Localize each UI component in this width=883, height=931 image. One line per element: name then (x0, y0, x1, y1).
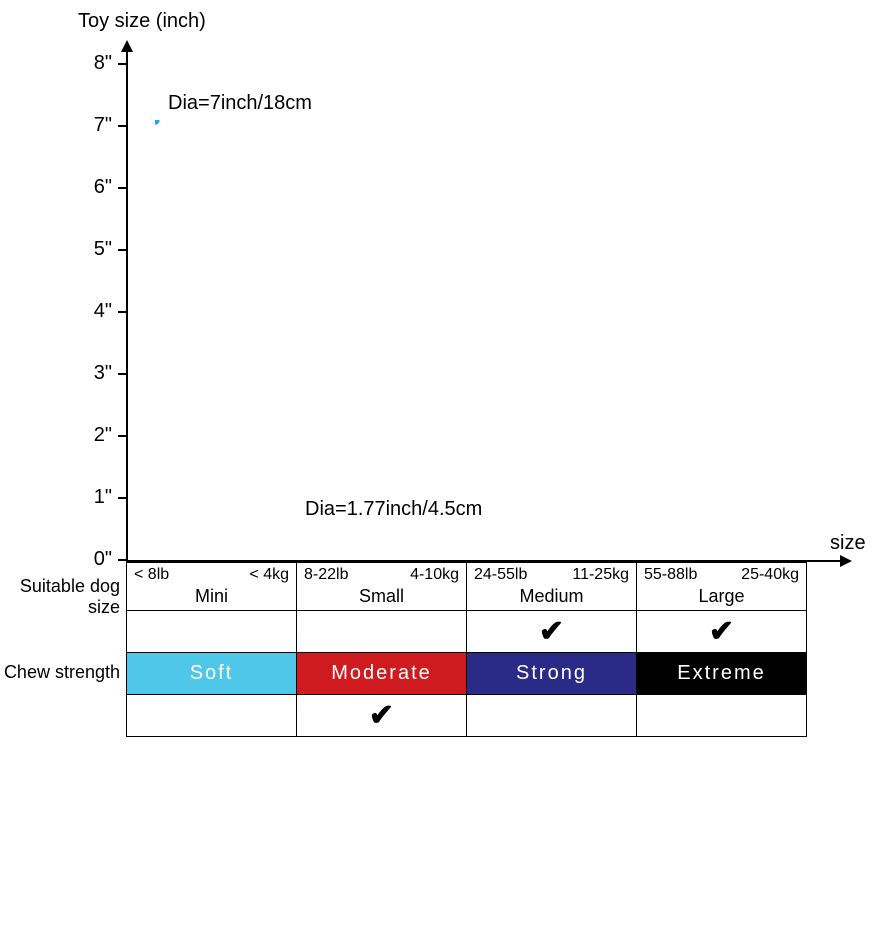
y-tick (118, 311, 126, 313)
size-name: Mini (128, 584, 295, 607)
y-tick (118, 373, 126, 375)
check-bottom-cell: ✔ (297, 695, 467, 737)
y-tick-label: 3" (72, 362, 112, 385)
check-bottom-cell (467, 695, 637, 737)
check-bottom-cell (637, 695, 807, 737)
row-label-chew: Chew strength (0, 662, 120, 683)
size-cell-small: 8-22lb 4-10kgSmall (297, 563, 467, 611)
y-tick (118, 435, 126, 437)
y-tick-label: 2" (72, 424, 112, 447)
y-tick (118, 63, 126, 65)
sizing-table: < 8lb < 4kgMini8-22lb 4-10kgSmall24-55lb 11… (126, 562, 807, 737)
y-tick-label: 5" (72, 238, 112, 261)
row-label-size: Suitable dog size (0, 576, 120, 618)
chew-cell-strong: Strong (467, 653, 637, 695)
size-cell-medium: 24-55lb 11-25kgMedium (467, 563, 637, 611)
y-tick-label: 8" (72, 52, 112, 75)
chew-cell-soft: Soft (127, 653, 297, 695)
checkmark-icon: ✔ (369, 699, 394, 732)
y-tick-label: 4" (72, 300, 112, 323)
check-bottom-cell (127, 695, 297, 737)
y-tick (118, 249, 126, 251)
y-tick-label: 1" (72, 486, 112, 509)
size-lb: 8-22lb (298, 566, 348, 584)
size-lb: 24-55lb (468, 566, 527, 584)
y-tick-label: 0" (72, 548, 112, 571)
checkmark-icon: ✔ (539, 615, 564, 648)
y-axis-title: Toy size (inch) (78, 10, 206, 33)
size-lb: < 8lb (128, 566, 169, 584)
y-tick-label: 6" (72, 176, 112, 199)
check-top-cell (297, 611, 467, 653)
toy-image (155, 120, 883, 931)
size-cell-mini: < 8lb < 4kgMini (127, 563, 297, 611)
annotation-top: Dia=7inch/18cm (168, 92, 312, 115)
check-top-cell: ✔ (467, 611, 637, 653)
size-kg: < 4kg (249, 566, 295, 584)
size-kg: 25-40kg (741, 566, 805, 584)
chew-cell-extreme: Extreme (637, 653, 807, 695)
y-axis-arrow (121, 40, 133, 52)
size-kg: 4-10kg (410, 566, 465, 584)
y-tick (118, 187, 126, 189)
size-lb: 55-88lb (638, 566, 697, 584)
y-tick (118, 559, 126, 561)
y-axis-line (126, 50, 128, 560)
size-name: Large (638, 584, 805, 607)
size-kg: 11-25kg (572, 566, 635, 584)
chew-cell-moderate: Moderate (297, 653, 467, 695)
size-name: Small (298, 584, 465, 607)
size-cell-large: 55-88lb 25-40kgLarge (637, 563, 807, 611)
size-name: Medium (468, 584, 635, 607)
y-tick-label: 7" (72, 114, 112, 137)
checkmark-icon: ✔ (709, 615, 734, 648)
y-tick (118, 497, 126, 499)
check-top-cell (127, 611, 297, 653)
y-tick (118, 125, 126, 127)
check-top-cell: ✔ (637, 611, 807, 653)
